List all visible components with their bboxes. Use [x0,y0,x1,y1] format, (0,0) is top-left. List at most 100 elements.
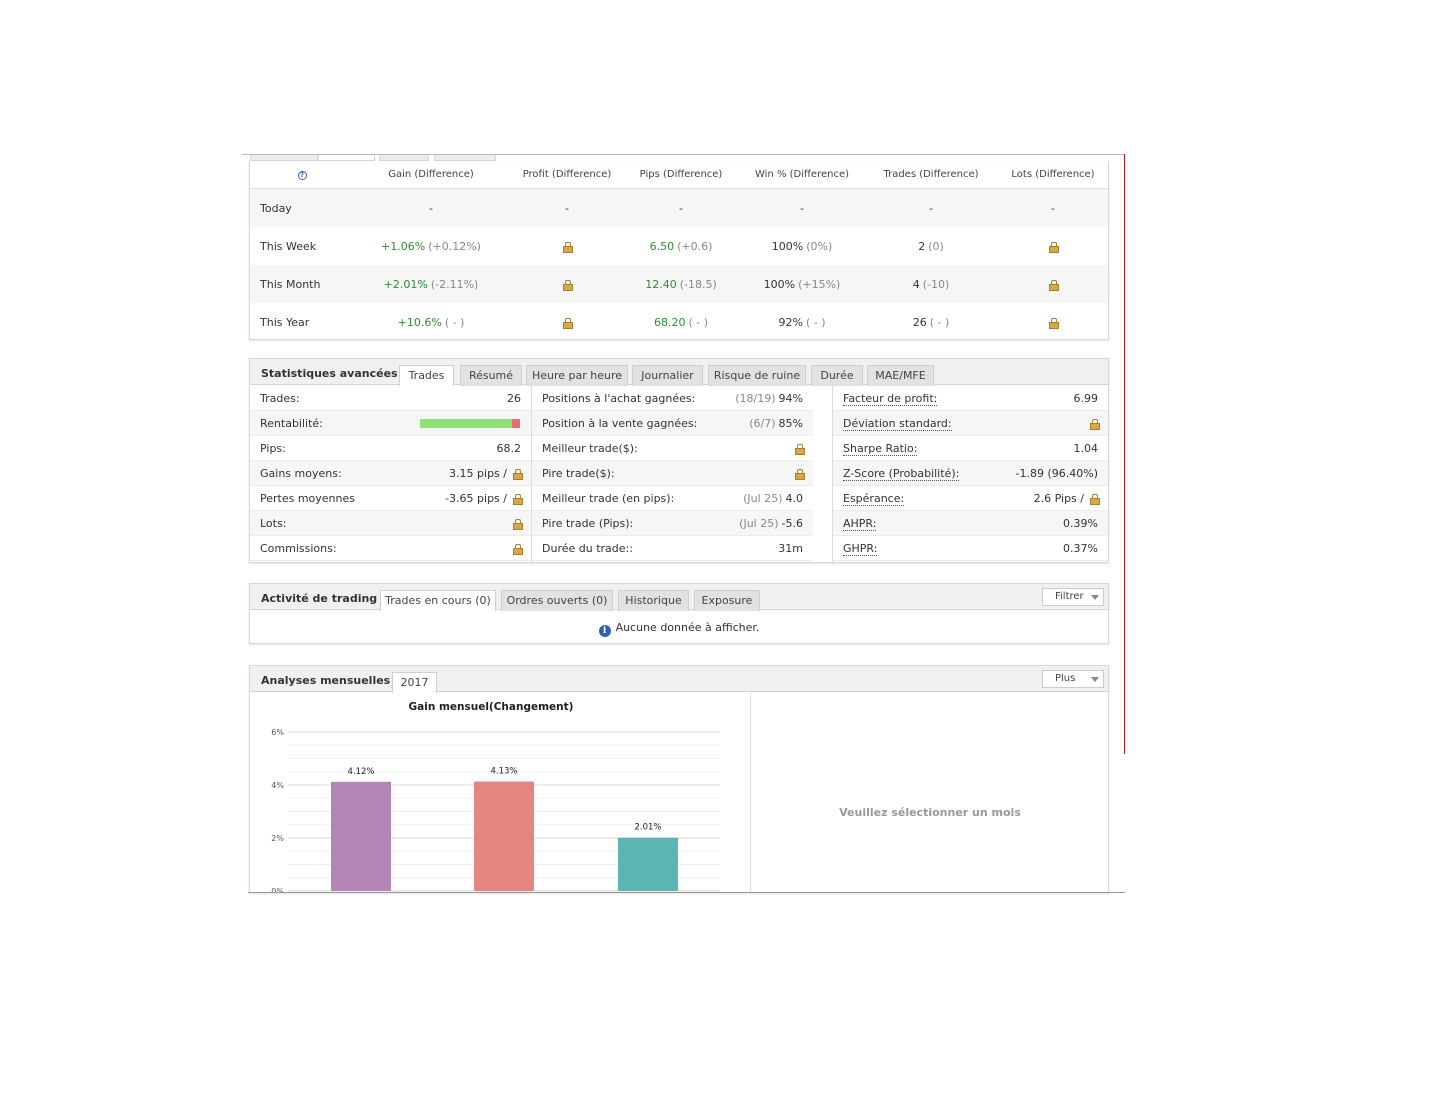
more-dropdown[interactable]: Plus [1042,670,1104,688]
gain-table-row: Today - - - - - - [250,189,1108,227]
cell-pips: 12.40 (-18.5) [622,278,740,291]
stat-value: 2.6 Pips / [1034,492,1100,505]
stat-label: Meilleur trade($): [542,442,638,455]
stat-value: 0.39% [1063,517,1098,530]
tab-resume[interactable]: Résumé [460,365,522,386]
cropped-tab[interactable] [250,155,318,161]
stat-value: 3.15 pips / [449,467,523,480]
stat-row: Déviation standard: [833,411,1108,436]
tab-hourly[interactable]: Heure par heure [526,365,628,386]
gain-table-row: This Week +1.06% (+0.12%) 6.50 (+0.6) 100% (0%… [250,227,1108,265]
empty-state: i Aucune donnée à afficher. [250,621,1108,637]
stat-label[interactable]: Déviation standard: [843,417,952,431]
monthly-title: Analyses mensuelles [261,674,391,687]
column-divider [531,386,532,563]
lock-icon [1090,419,1100,430]
header-win: Win % (Difference) [755,169,849,180]
column-divider [832,386,833,563]
advanced-stats-panel: Statistiques avancées Trades Résumé Heur… [249,358,1109,563]
stat-number: 1.04 [1073,442,1099,455]
lock-icon [563,279,573,291]
stat-value: 6.99 [1074,392,1099,405]
cell-gain: - [372,202,490,215]
cropped-tab[interactable] [434,155,496,161]
win-difference: (0%) [806,239,833,253]
tab-trades[interactable]: Trades [399,365,454,386]
header-gain: Gain (Difference) [388,169,474,180]
stat-value [795,442,805,455]
select-month-message: Veuillez sélectionner un mois [839,806,1021,819]
cell-profit[interactable] [508,240,626,253]
bar [331,781,391,891]
stat-label[interactable]: Facteur de profit: [843,392,938,406]
tab-mae-mfe[interactable]: MAE/MFE [867,365,934,386]
chevron-down-icon [1091,595,1099,600]
cropped-tab[interactable] [379,155,429,161]
bar [474,781,534,891]
stat-row: Durée du trade:: 31m [532,536,813,561]
cell-lots[interactable] [994,240,1112,253]
header-profit: Profit (Difference) [522,169,612,180]
stat-label[interactable]: GHPR: [843,542,878,556]
frame-bottom-border [248,892,1125,893]
tab-open-orders[interactable]: Ordres ouverts (0) [501,590,613,611]
lock-icon [513,469,523,480]
stat-label[interactable]: Espérance: [843,492,905,506]
stat-number: 0.39% [1063,517,1098,530]
cell-trades: 26( - ) [872,316,990,329]
stat-number: 6.99 [1073,392,1099,405]
lock-icon [1090,494,1100,505]
gain-table-row: This Month +2.01% (-2.11%) 12.40 (-18.5) 100%… [250,265,1108,303]
lock-icon [513,519,523,530]
activity-title: Activité de trading [261,592,378,605]
stat-number: 4.0 [785,492,804,505]
trades-value: 2 [918,239,926,253]
period-label: This Month [260,277,321,291]
stat-number: 68.2 [496,442,522,455]
stat-label[interactable]: AHPR: [843,517,877,531]
tab-open-trades[interactable]: Trades en cours (0) [380,590,496,611]
monthly-header: Analyses mensuelles 2017 Plus [250,666,1108,693]
pips-value: 6.50 [649,239,675,253]
chevron-down-icon [1091,677,1099,682]
cell-profit[interactable] [508,278,626,291]
lock-icon [513,494,523,505]
cropped-tab[interactable] [318,155,375,161]
cell-profit[interactable] [508,316,626,329]
cell-gain: +2.01% (-2.11%) [372,278,490,291]
tab-history[interactable]: Historique [618,590,689,611]
stat-label: Meilleur trade (en pips): [542,492,675,505]
stat-value [513,542,523,555]
tab-risk-of-ruin[interactable]: Risque de ruine [708,365,806,386]
stat-label[interactable]: Z-Score (Probabilité): [843,467,960,481]
tab-duration[interactable]: Durée [811,365,863,386]
stat-label: Pire trade($): [542,467,615,480]
pips-value: - [679,201,683,215]
y-tick-label: 6% [271,728,284,737]
win-difference: ( - ) [805,315,826,329]
help-icon[interactable]: ? [296,169,308,180]
stat-row: Trades: 26 [250,386,531,411]
cell-lots[interactable] [994,316,1112,329]
tab-exposure[interactable]: Exposure [694,590,760,611]
lock-icon [563,241,573,253]
gain-table-row: This Year +10.6%( - ) 68.20( - ) 92%( - ) 26… [250,303,1108,341]
win-value: 100% [763,277,796,291]
stat-value: (Jul 25) -5.6 [739,517,803,530]
tab-year-2017[interactable]: 2017 [392,672,437,693]
gain-value: +1.06% [381,239,426,253]
cell-win: 100% (+15%) [743,278,861,291]
stat-row: Gains moyens: 3.15 pips / [250,461,531,486]
win-value: 100% [771,239,804,253]
stat-row: Sharpe Ratio: 1.04 [833,436,1108,461]
gain-difference: (-2.11%) [430,277,479,291]
stat-number: 85% [778,417,803,430]
gain-difference: (+0.12%) [428,239,481,253]
profitability-loss-segment [512,419,520,428]
stat-row: Position à la vente gagnées: (6/7) 85% [532,411,813,436]
cell-lots[interactable] [994,278,1112,291]
stat-label[interactable]: Sharpe Ratio: [843,442,918,456]
period-label: Today [260,201,292,215]
tab-daily[interactable]: Journalier [632,365,703,386]
filter-dropdown[interactable]: Filtrer [1042,588,1104,606]
